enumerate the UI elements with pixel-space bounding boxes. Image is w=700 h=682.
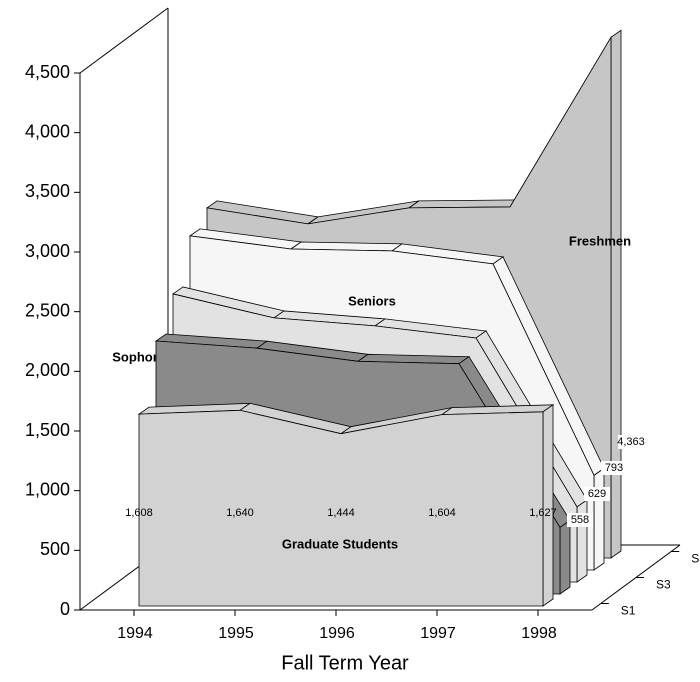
series-label: Freshmen	[569, 233, 631, 248]
depth-label: S3	[656, 578, 671, 592]
value-label: 793	[605, 462, 623, 474]
value-label: 1,444	[327, 507, 355, 519]
value-label: 4,363	[617, 436, 645, 448]
y-tick-label: 4,000	[25, 121, 70, 141]
series-label: Graduate Students	[282, 536, 398, 551]
area-side	[542, 404, 554, 607]
depth-label: S1	[621, 604, 636, 618]
label-box	[567, 513, 593, 527]
value-label: 629	[588, 488, 606, 500]
y-tick-label: 1,000	[25, 479, 70, 499]
x-tick-label: 1994	[117, 625, 153, 642]
label-box	[601, 461, 627, 475]
y-tick-label: 500	[40, 539, 70, 559]
wall-edge	[79, 7, 169, 74]
y-tick-label: 1,500	[25, 420, 70, 440]
value-label: 1,608	[125, 507, 153, 519]
value-label: 1,640	[226, 507, 254, 519]
area-side	[559, 519, 571, 595]
series-label: Seniors	[348, 293, 396, 308]
area-side	[593, 467, 605, 571]
area-side	[576, 499, 588, 583]
y-tick-label: 4,500	[25, 62, 70, 82]
value-label: 558	[571, 514, 589, 526]
label-box	[584, 487, 610, 501]
x-axis-label: Fall Term Year	[281, 652, 409, 674]
x-tick-label: 1995	[218, 625, 254, 642]
y-tick-label: 0	[60, 599, 70, 619]
area	[138, 409, 544, 607]
y-tick-label: 2,500	[25, 300, 70, 320]
depth-label: S5	[691, 552, 700, 566]
x-tick-label: 1998	[521, 625, 557, 642]
value-label: 1,627	[529, 507, 557, 519]
x-tick-label: 1996	[319, 625, 355, 642]
area-side	[610, 29, 622, 559]
label-box	[618, 435, 644, 449]
y-tick-label: 3,500	[25, 181, 70, 201]
y-tick-label: 2,000	[25, 360, 70, 380]
value-label: 1,604	[428, 507, 456, 519]
y-tick-label: 3,000	[25, 241, 70, 261]
x-tick-label: 1997	[420, 625, 456, 642]
